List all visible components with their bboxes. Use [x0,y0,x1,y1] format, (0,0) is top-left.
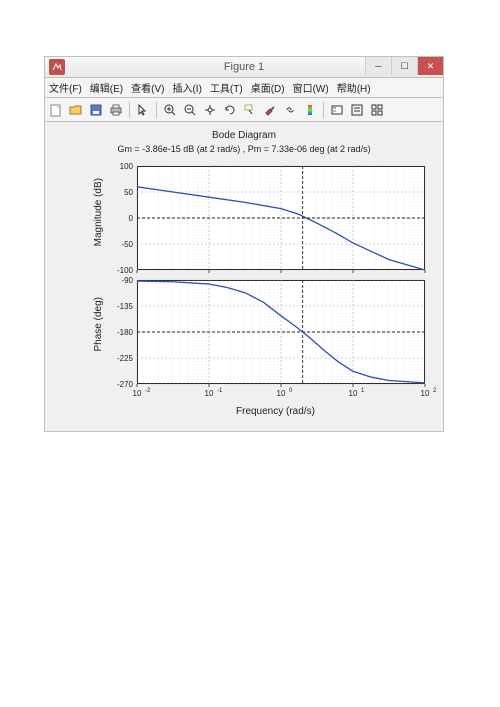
toolbar-separator [156,102,157,118]
svg-text:-90: -90 [121,276,133,285]
figure-window: Figure 1 ─ ☐ ✕ 文件(F) 编辑(E) 查看(V) 插入(I) 工… [44,56,444,432]
menu-tools[interactable]: 工具(T) [210,80,243,95]
open-icon[interactable] [67,101,85,119]
print-icon[interactable] [107,101,125,119]
new-figure-icon[interactable] [47,101,65,119]
svg-text:-2: -2 [145,388,151,394]
svg-text:10: 10 [133,389,142,398]
datacursor-icon[interactable] [241,101,259,119]
menu-help[interactable]: 帮助(H) [337,80,371,95]
figure-canvas[interactable]: Bode Diagram Gm = -3.86e-15 dB (at 2 rad… [44,122,444,432]
toolbar-separator [323,102,324,118]
toolbar-separator [129,102,130,118]
menu-view[interactable]: 查看(V) [131,80,164,95]
menu-file[interactable]: 文件(F) [49,80,82,95]
zoom-out-icon[interactable] [181,101,199,119]
subplot-icon[interactable] [368,101,386,119]
zoom-in-icon[interactable] [161,101,179,119]
link-icon[interactable] [281,101,299,119]
save-icon[interactable] [87,101,105,119]
svg-text:-50: -50 [121,240,133,249]
svg-text:0: 0 [129,214,134,223]
maximize-button[interactable]: ☐ [391,57,417,75]
toolbar [44,98,444,122]
colorbar-icon[interactable] [301,101,319,119]
svg-text:10: 10 [421,389,430,398]
pan-icon[interactable] [201,101,219,119]
svg-text:1: 1 [361,388,365,394]
menu-edit[interactable]: 编辑(E) [90,80,123,95]
window-controls: ─ ☐ ✕ [365,57,443,75]
menu-desktop[interactable]: 桌面(D) [251,80,285,95]
menu-bar: 文件(F) 编辑(E) 查看(V) 插入(I) 工具(T) 桌面(D) 窗口(W… [44,78,444,98]
menu-insert[interactable]: 插入(I) [172,80,201,95]
svg-text:-225: -225 [117,354,134,363]
annotate-icon[interactable] [348,101,366,119]
svg-text:-180: -180 [117,328,134,337]
svg-text:50: 50 [124,188,133,197]
rotate-icon[interactable] [221,101,239,119]
brush-icon[interactable] [261,101,279,119]
svg-text:10: 10 [349,389,358,398]
svg-text:2: 2 [433,388,437,394]
svg-text:-100: -100 [117,266,134,275]
menu-window[interactable]: 窗口(W) [293,80,329,95]
legend-icon[interactable] [328,101,346,119]
svg-text:-270: -270 [117,380,134,389]
titlebar[interactable]: Figure 1 ─ ☐ ✕ [44,56,444,78]
bode-plot-svg: -100-50050100-270-225-180-135-9010-210-1… [45,122,443,431]
close-button[interactable]: ✕ [417,57,443,75]
minimize-button[interactable]: ─ [365,57,391,75]
svg-text:-135: -135 [117,302,134,311]
svg-text:100: 100 [120,162,134,171]
matlab-icon [49,59,65,75]
svg-text:0: 0 [289,388,293,394]
svg-text:-1: -1 [217,388,223,394]
svg-text:10: 10 [277,389,286,398]
pointer-icon[interactable] [134,101,152,119]
svg-text:10: 10 [205,389,214,398]
